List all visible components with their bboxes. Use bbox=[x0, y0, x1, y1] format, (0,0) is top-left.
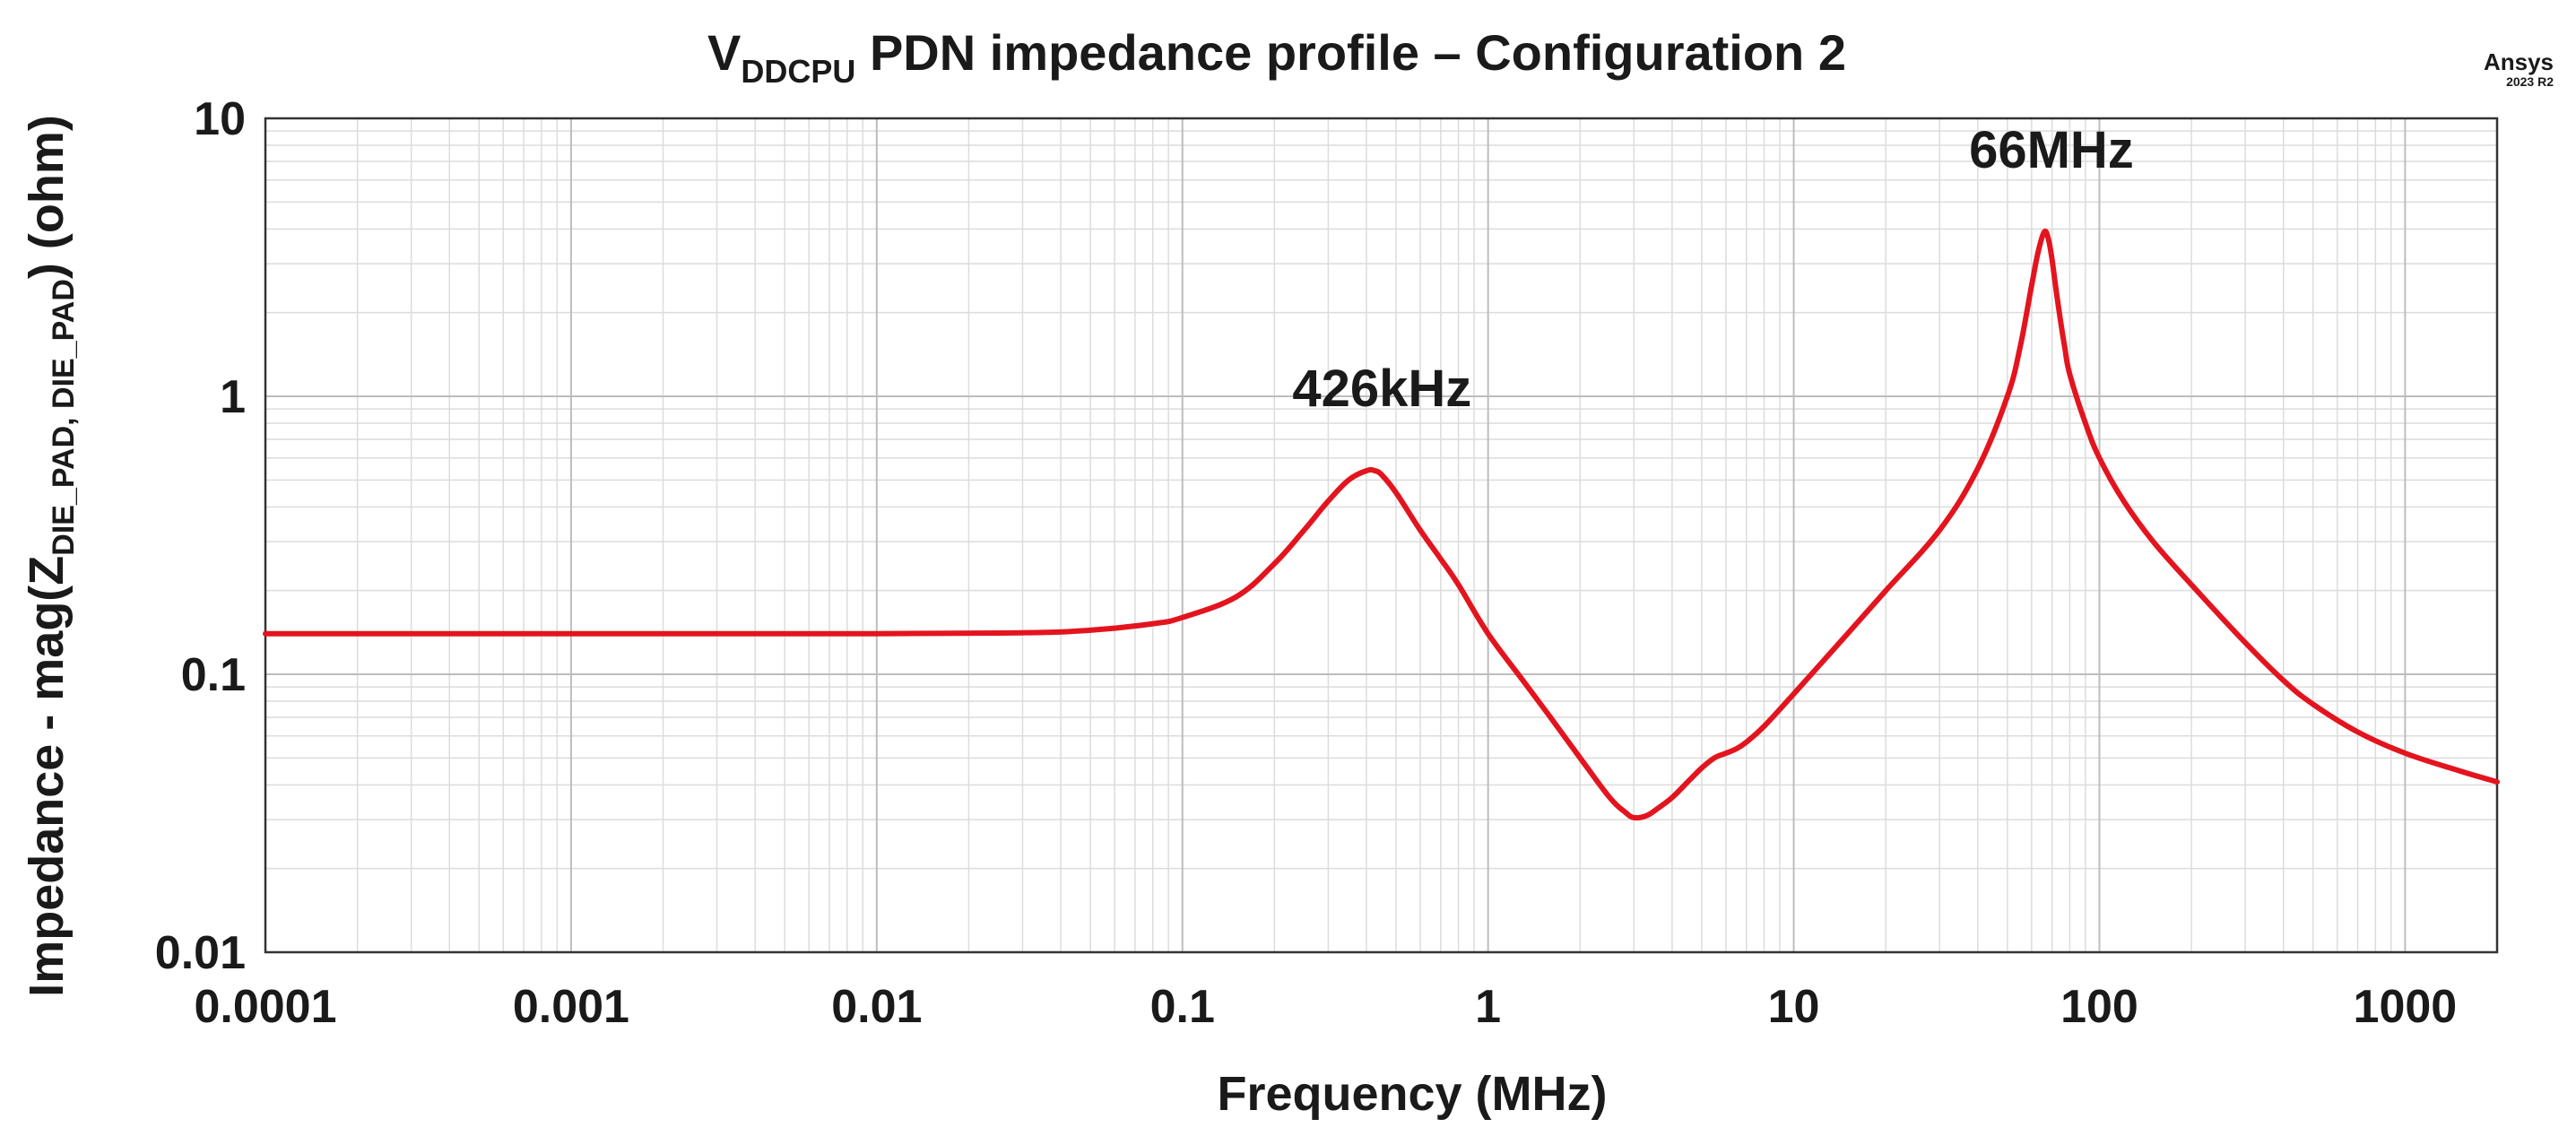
chart-title-prefix: V bbox=[707, 24, 741, 81]
x-tick-label: 0.01 bbox=[831, 981, 922, 1033]
x-tick-label: 0.1 bbox=[1150, 981, 1215, 1033]
series-group bbox=[263, 228, 2500, 821]
y-tick-label: 0.1 bbox=[181, 649, 246, 701]
major-gridlines bbox=[265, 117, 2497, 953]
x-tick-labels: 0.0001 0.001 0.01 0.1 1 10 100 1000 bbox=[194, 981, 2457, 1033]
y-tick-label: 10 bbox=[194, 93, 246, 145]
x-tick-label: 0.001 bbox=[513, 981, 629, 1033]
plot-frame bbox=[264, 117, 2499, 954]
y-axis-label-suffix: ) (ohm) bbox=[20, 115, 74, 279]
x-tick-label: 10 bbox=[1768, 981, 1820, 1033]
minor-gridlines bbox=[265, 118, 2498, 952]
annotations: 426kHz 66MHz bbox=[1292, 121, 2133, 418]
peak-annotation: 426kHz bbox=[1292, 360, 1471, 418]
y-axis-label-subscript: DIE_PAD, DIE_PAD bbox=[47, 279, 81, 556]
x-tick-label: 100 bbox=[2060, 981, 2138, 1033]
x-tick-label: 0.0001 bbox=[194, 981, 336, 1033]
y-tick-labels: 0.01 0.1 1 10 bbox=[155, 93, 246, 979]
impedance-series-line bbox=[263, 228, 2500, 821]
chart-title: VDDCPU PDN impedance profile – Configura… bbox=[707, 24, 1846, 90]
brand-version: 2023 R2 bbox=[2506, 74, 2554, 89]
chart-title-suffix: PDN impedance profile – Configuration 2 bbox=[855, 24, 1846, 81]
x-axis-label: Frequency (MHz) bbox=[1217, 1067, 1607, 1121]
y-tick-label: 0.01 bbox=[155, 927, 246, 979]
peak-annotation: 66MHz bbox=[1969, 121, 2134, 179]
chart-title-subscript: DDCPU bbox=[741, 53, 855, 90]
y-axis-label-prefix: Impedance - mag(Z bbox=[20, 556, 74, 997]
x-tick-label: 1000 bbox=[2354, 981, 2458, 1033]
brand-name: Ansys bbox=[2484, 48, 2554, 75]
y-tick-label: 1 bbox=[220, 371, 246, 423]
x-tick-label: 1 bbox=[1475, 981, 1501, 1033]
y-axis-label: Impedance - mag(ZDIE_PAD, DIE_PAD) (ohm) bbox=[20, 115, 81, 997]
